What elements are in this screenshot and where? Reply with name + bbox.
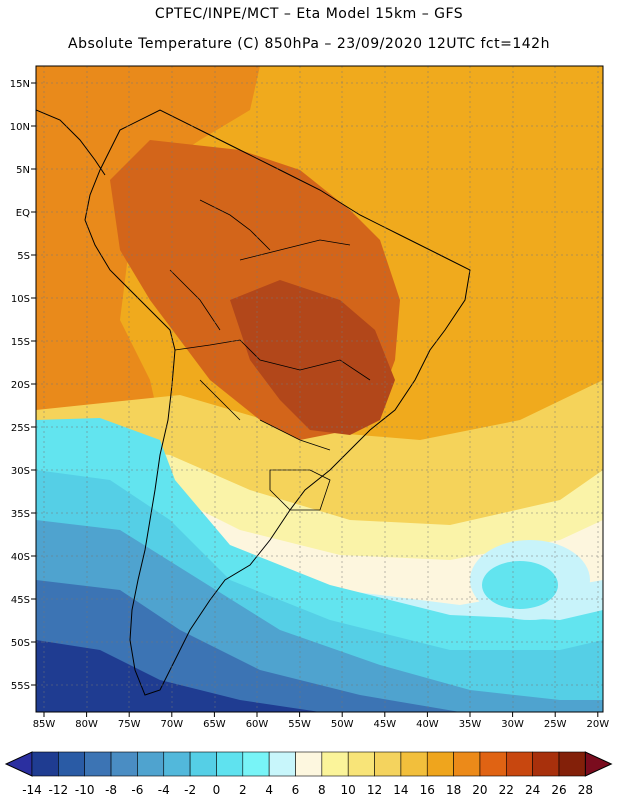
lon-tick-label: 80W (75, 719, 98, 730)
colorbar-label: 16 (420, 783, 435, 797)
colorbar-label: -14 (22, 783, 42, 797)
colorbar-label: 6 (292, 783, 300, 797)
colorbar-label: 28 (578, 783, 593, 797)
colorbar-label: 10 (341, 783, 356, 797)
colorbar-label: -2 (184, 783, 196, 797)
colorbar-label: -8 (105, 783, 117, 797)
map-frame (35, 65, 604, 713)
colorbar-swatch (426, 751, 454, 777)
colorbar-swatch (400, 751, 428, 777)
continental-hottest (230, 280, 395, 435)
colorbar-swatch (110, 751, 138, 777)
colorbar-swatch (163, 751, 191, 777)
temperature-colorbar: -14 -12 -10 -8 -6 -4 -2 0 2 4 6 8 10 12 14 16 18 20 22 24 26… (4, 751, 613, 797)
lon-tick-label: 75W (118, 719, 141, 730)
colorbar-label: 26 (551, 783, 566, 797)
lon-tick-label: 55W (288, 719, 311, 730)
colorbar-left-arrow (4, 751, 33, 777)
lon-tick-label: 85W (33, 719, 56, 730)
lat-tick-label: EQ (16, 208, 30, 219)
colorbar-label: 24 (525, 783, 540, 797)
lat-tick-label: 10S (11, 294, 30, 305)
lon-tick-label: 30W (501, 719, 524, 730)
colorbar-label: 12 (367, 783, 382, 797)
central-america-coastline (36, 109, 106, 176)
lat-tick-label: 5S (17, 251, 30, 262)
latitude-axis: 15N 10N 5N EQ 5S 10S 15S 20S 25S 30S 35S 40S 45S 50S 5… (10, 79, 36, 692)
lon-tick-label: 20W (586, 719, 609, 730)
lat-tick-label: 25S (11, 423, 30, 434)
colorbar-label: 4 (265, 783, 273, 797)
lat-tick-label: 5N (16, 165, 30, 176)
subtropical-yellow-band (36, 380, 603, 560)
colorbar-swatch (453, 751, 481, 777)
colorbar-swatch (295, 751, 323, 777)
lat-tick-label: 50S (11, 638, 30, 649)
lon-tick-label: 70W (160, 719, 183, 730)
colorbar-swatch (84, 751, 112, 777)
colorbar-label: -6 (131, 783, 143, 797)
colorbar-label: 2 (239, 783, 247, 797)
lon-tick-label: 40W (416, 719, 439, 730)
lat-tick-label: 45S (11, 595, 30, 606)
country-borders (169, 199, 371, 511)
pale-yellow-band (36, 440, 603, 585)
colorbar-right-arrow (584, 751, 613, 777)
lon-tick-label: 65W (203, 719, 226, 730)
colorbar-swatch (532, 751, 560, 777)
lat-tick-label: 30S (11, 466, 30, 477)
colorbar-swatch (58, 751, 85, 777)
lon-tick-label: 45W (373, 719, 396, 730)
colorbar-swatch (137, 751, 165, 777)
colorbar-swatch (189, 751, 217, 777)
colorbar-swatch (268, 751, 296, 777)
colorbar-swatch (31, 751, 59, 777)
colorbar-swatch (321, 751, 349, 777)
longitude-axis: 85W 80W 75W 70W 65W 60W 55W 50W 45W 40W 35W 30W 25W 2… (33, 712, 609, 730)
colorbar-label: 8 (318, 783, 326, 797)
south-america-coastline (84, 109, 471, 696)
swirl-core (482, 561, 558, 609)
lon-tick-label: 50W (331, 719, 354, 730)
lon-tick-label: 35W (459, 719, 482, 730)
colorbar-label: 0 (213, 783, 221, 797)
colorbar-label: 20 (472, 783, 487, 797)
dark-blue-band (36, 640, 320, 712)
colorbar-swatch (374, 751, 402, 777)
colorbar-label: 14 (393, 783, 408, 797)
map-panel (36, 66, 603, 712)
colorbar-swatch (558, 751, 586, 777)
colorbar-swatch (479, 751, 507, 777)
colorbar-swatch (216, 751, 244, 777)
lon-tick-label: 60W (246, 719, 269, 730)
colorbar-swatch (347, 751, 375, 777)
colorbar-swatch (242, 751, 270, 777)
lat-tick-label: 20S (11, 380, 30, 391)
colorbar-label: 22 (499, 783, 514, 797)
lon-tick-label: 25W (544, 719, 567, 730)
lat-tick-label: 15S (11, 337, 30, 348)
colorbar-label: -12 (49, 783, 69, 797)
lat-tick-label: 40S (11, 552, 30, 563)
lat-tick-label: 35S (11, 509, 30, 520)
lat-tick-label: 55S (11, 681, 30, 692)
colorbar-label: -10 (75, 783, 95, 797)
colorbar-swatch (505, 751, 533, 777)
title-line-1: CPTEC/INPE/MCT – Eta Model 15km – GFS (154, 6, 464, 22)
lat-tick-label: 15N (10, 79, 30, 90)
title-line-2: Absolute Temperature (C) 850hPa – 23/09/… (68, 36, 550, 52)
tropics-warm-zone (36, 66, 260, 470)
colorbar-label: -4 (158, 783, 170, 797)
lat-tick-label: 10N (10, 122, 30, 133)
colorbar-label: 18 (446, 783, 461, 797)
